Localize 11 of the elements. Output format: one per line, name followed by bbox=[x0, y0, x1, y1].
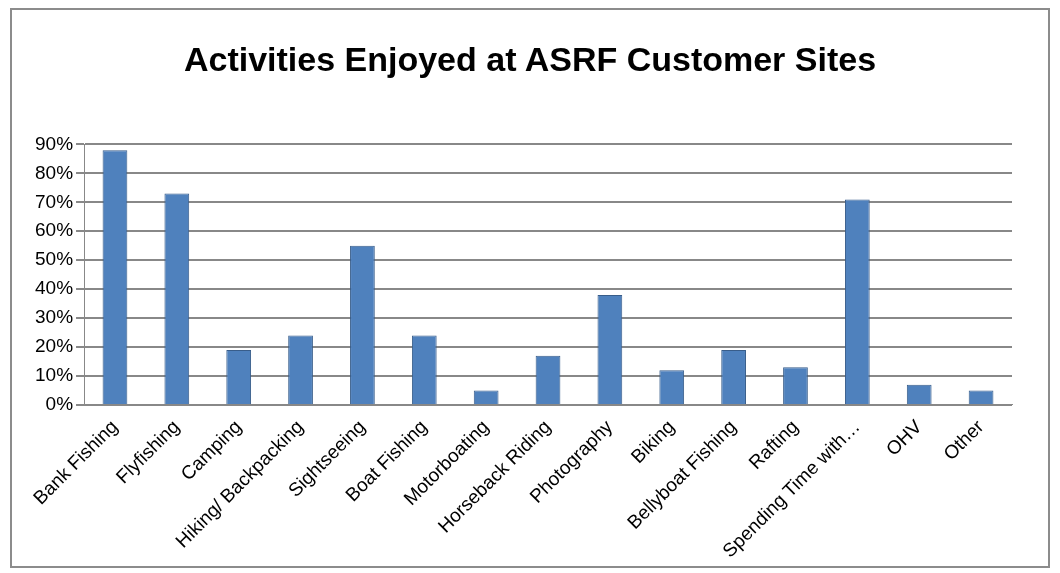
y-tick-label: 60% bbox=[35, 219, 74, 241]
y-tick-label: 40% bbox=[35, 277, 74, 299]
y-tick-label: 20% bbox=[35, 335, 74, 357]
y-tick-label: 50% bbox=[35, 248, 74, 270]
y-tick-label: 10% bbox=[35, 364, 74, 386]
y-tick-label: 70% bbox=[35, 190, 74, 212]
y-tick-label: 80% bbox=[35, 161, 74, 183]
y-tick-label: 90% bbox=[35, 132, 74, 154]
y-tick-label: 0% bbox=[45, 393, 74, 415]
y-tick-label: 30% bbox=[35, 306, 74, 328]
chart-title: Activities Enjoyed at ASRF Customer Sites bbox=[182, 40, 878, 79]
